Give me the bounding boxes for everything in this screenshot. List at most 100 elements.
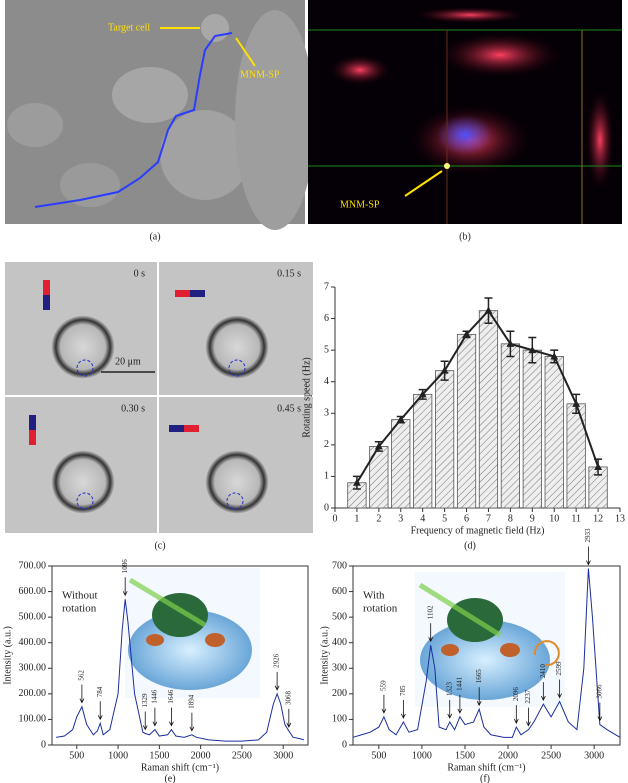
marker xyxy=(396,415,405,423)
x-tick-label: 6 xyxy=(464,513,469,524)
peak-arrow xyxy=(540,682,546,701)
peak-arrow xyxy=(274,671,280,691)
x-tick-label: 11 xyxy=(571,513,581,524)
peak-label: 2599 xyxy=(555,661,563,676)
particle-label: MNM-SP xyxy=(240,69,280,80)
panel-label: (d) xyxy=(464,540,476,551)
y-tick-label: 2 xyxy=(324,439,329,450)
peak-arrow xyxy=(586,546,591,566)
cell xyxy=(160,110,250,200)
x-axis-label: Raman shift (cm⁻¹) xyxy=(447,762,525,773)
peak-arrow xyxy=(401,699,406,719)
slice xyxy=(586,90,614,190)
peak-arrow xyxy=(476,687,482,707)
y-tick-label: 400 xyxy=(332,637,347,648)
peak-arrow xyxy=(152,707,158,727)
y-tick-label: 0 xyxy=(342,739,347,750)
x-tick-label: 2000 xyxy=(191,750,211,761)
peak-arrow xyxy=(97,701,103,721)
x-tick-label: 3000 xyxy=(584,750,604,761)
x-tick-label: 2500 xyxy=(541,750,561,761)
y-tick-label: 500.00 xyxy=(19,611,47,622)
marker xyxy=(352,478,361,486)
peak-arrow xyxy=(526,707,531,727)
marker xyxy=(484,306,493,314)
peak-label: 2933 xyxy=(584,528,592,543)
peak-label: 559 xyxy=(380,680,388,691)
cell xyxy=(440,33,560,77)
bar xyxy=(456,333,477,509)
x-tick-label: 4 xyxy=(420,513,425,524)
peak-label: 1323 xyxy=(445,681,453,696)
panel-c: 0 s 20 μm 0.15 s 0.30 s 0.45 s (c) xyxy=(5,262,313,551)
marker xyxy=(594,462,603,470)
panel-label: (c) xyxy=(154,540,165,551)
peak-arrow xyxy=(142,711,148,731)
slice xyxy=(415,7,525,23)
peak-label: 562 xyxy=(78,670,86,681)
marker xyxy=(440,366,449,374)
marker xyxy=(528,346,537,354)
x-tick-label: 13 xyxy=(615,513,625,524)
particle-label: MNM-SP xyxy=(340,199,380,210)
x-tick-label: 500 xyxy=(371,750,386,761)
y-tick-label: 600.00 xyxy=(19,586,47,597)
y-axis-label: Intensity (a.u.) xyxy=(319,626,330,685)
time-label: 0 s xyxy=(134,268,146,279)
frame: 0.45 s xyxy=(159,397,313,533)
x-tick-label: 2 xyxy=(376,513,381,524)
peak-label: 3068 xyxy=(284,690,292,705)
inset xyxy=(125,568,260,698)
time-label: 0.30 s xyxy=(121,403,145,414)
panel-b: MNM-SP (b) xyxy=(308,0,622,242)
time-label: 0.45 s xyxy=(277,403,301,414)
annotation: With xyxy=(363,590,385,602)
spectrum xyxy=(56,599,305,742)
marker xyxy=(418,390,427,398)
y-tick-label: 200.00 xyxy=(19,688,47,699)
peak-label: 1329 xyxy=(141,693,149,708)
panel-label: (b) xyxy=(459,231,471,242)
peak-arrow xyxy=(447,699,453,719)
scale-label: 20 μm xyxy=(115,356,141,367)
y-tick-label: 4 xyxy=(324,376,329,387)
arrow xyxy=(404,170,443,197)
x-tick-label: 8 xyxy=(508,513,513,524)
peak-label: 2237 xyxy=(524,689,532,704)
y-tick-label: 400.00 xyxy=(19,637,47,648)
y-axis-label: Rotating speed (Hz) xyxy=(301,357,312,438)
cell xyxy=(112,67,188,123)
y-tick-label: 300 xyxy=(332,663,347,674)
x-tick-label: 7 xyxy=(486,513,491,524)
x-tick-label: 1 xyxy=(354,513,359,524)
y-tick-label: 600 xyxy=(332,586,347,597)
trend-line xyxy=(356,309,600,484)
y-tick-label: 5 xyxy=(324,344,329,355)
x-axis-label: Frequency of magnetic field (Hz) xyxy=(411,525,545,536)
peak-arrow xyxy=(381,694,387,714)
peak-label: 1086 xyxy=(121,559,129,574)
target-cell xyxy=(201,14,229,42)
peak-label: 785 xyxy=(399,685,407,696)
peak-arrow xyxy=(122,577,128,597)
x-tick-label: 500 xyxy=(69,750,84,761)
arrow xyxy=(235,37,256,67)
y-tick-label: 300.00 xyxy=(19,663,47,674)
peak-arrow xyxy=(428,623,434,643)
peak-label: 2926 xyxy=(273,653,281,668)
y-tick-label: 100.00 xyxy=(19,714,47,725)
plot-frame xyxy=(352,565,621,746)
frame: 0.15 s xyxy=(159,262,313,395)
x-tick-label: 3000 xyxy=(273,750,293,761)
peak-arrow xyxy=(79,684,85,704)
x-tick-label: 1000 xyxy=(108,750,128,761)
peak-arrow xyxy=(557,679,562,699)
bar xyxy=(413,393,433,509)
peak-arrow xyxy=(457,694,463,714)
peak-arrow xyxy=(286,708,292,728)
y-axis-label: Intensity (a.u.) xyxy=(2,626,13,685)
target-label: Target cell xyxy=(108,22,150,33)
x-tick-label: 10 xyxy=(549,513,559,524)
y-tick-label: 700.00 xyxy=(19,560,47,571)
annotation: rotation xyxy=(363,603,398,615)
